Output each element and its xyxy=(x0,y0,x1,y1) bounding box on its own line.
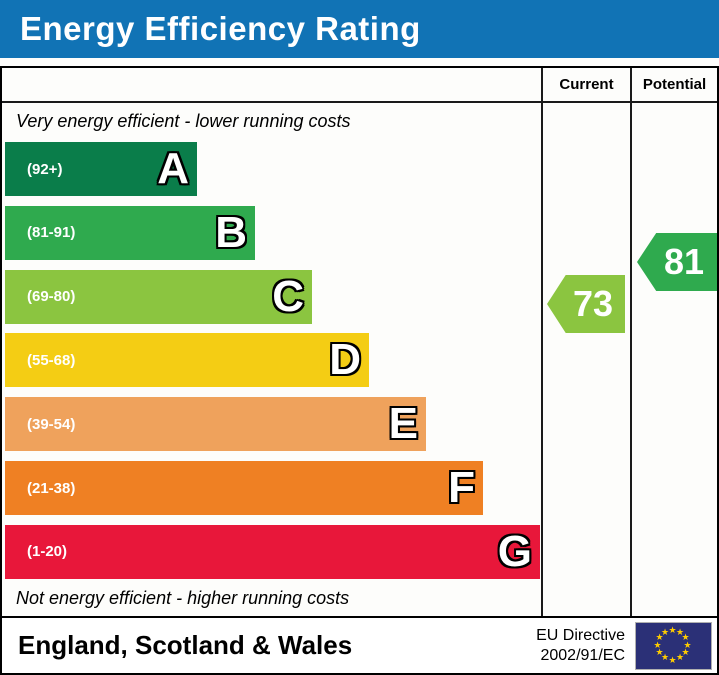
potential-rating-arrow: 81 xyxy=(637,233,717,291)
eu-star-icon: ★ xyxy=(660,626,670,637)
potential-column-header: Potential xyxy=(642,76,707,93)
top-caption: Very energy efficient - lower running co… xyxy=(16,111,351,131)
band-letter: G xyxy=(497,526,532,576)
band-letter: C xyxy=(272,271,304,321)
eu-star-icon: ★ xyxy=(660,652,670,663)
current-rating-arrow: 73 xyxy=(547,275,625,333)
band-letter: A xyxy=(157,144,189,193)
band-range-label: (21-38) xyxy=(27,479,76,497)
band-letter: D xyxy=(329,335,361,385)
eu-directive-label: EU Directive 2002/91/EC xyxy=(536,626,635,666)
current-column-divider xyxy=(541,68,543,616)
band-row-E: (39-54) E xyxy=(5,397,426,452)
band-row-D: (55-68) D xyxy=(5,333,369,388)
band-range-label: (1-20) xyxy=(27,543,68,561)
eu-star-icon: ★ xyxy=(653,639,662,650)
page-title: Energy Efficiency Rating xyxy=(20,10,421,47)
eu-star-icon: ★ xyxy=(675,652,685,663)
band-range-label: (69-80) xyxy=(27,288,76,306)
eu-directive-line1: EU Directive xyxy=(536,626,625,644)
band-range-label: (39-54) xyxy=(27,415,76,433)
band-row-G: (1-20) G xyxy=(5,524,540,579)
eu-directive-line2: 2002/91/EC xyxy=(540,646,625,664)
eu-star-icon: ★ xyxy=(681,632,690,642)
band-row-C: (69-80) C xyxy=(5,269,312,324)
rating-table: Current Potential Very energy efficient … xyxy=(0,66,719,618)
eu-star-icon: ★ xyxy=(655,647,664,657)
band-range-label: (81-91) xyxy=(27,224,76,242)
band-range-label: (92+) xyxy=(27,160,63,178)
eu-star-icon: ★ xyxy=(675,626,685,637)
potential-column-divider xyxy=(630,68,632,616)
band-letter: F xyxy=(448,463,475,512)
region-label: England, Scotland & Wales xyxy=(18,630,353,660)
eu-star-icon: ★ xyxy=(681,647,690,657)
eu-star-icon: ★ xyxy=(668,654,677,665)
band-row-F: (21-38) F xyxy=(5,461,483,515)
eu-star-icon: ★ xyxy=(655,632,664,642)
bottom-caption: Not energy efficient - higher running co… xyxy=(16,588,350,608)
band-letter: B xyxy=(215,207,247,257)
band-row-B: (81-91) B xyxy=(5,205,255,260)
current-rating-value: 73 xyxy=(572,283,614,324)
eu-flag-icon: ★ ★ ★ ★ ★ ★ ★ ★ ★ ★ ★ ★ xyxy=(635,621,712,670)
band-row-A: (92+) A xyxy=(5,142,197,196)
current-column-header: Current xyxy=(559,76,614,93)
eu-star-icon: ★ xyxy=(668,624,677,635)
footer: England, Scotland & Wales EU Directive 2… xyxy=(0,616,719,675)
eu-star-icon: ★ xyxy=(683,639,692,650)
potential-rating-value: 81 xyxy=(663,241,705,282)
title-bar: Energy Efficiency Rating xyxy=(0,0,719,58)
band-letter: E xyxy=(388,399,418,449)
band-range-label: (55-68) xyxy=(27,351,76,369)
header-divider xyxy=(2,101,717,103)
